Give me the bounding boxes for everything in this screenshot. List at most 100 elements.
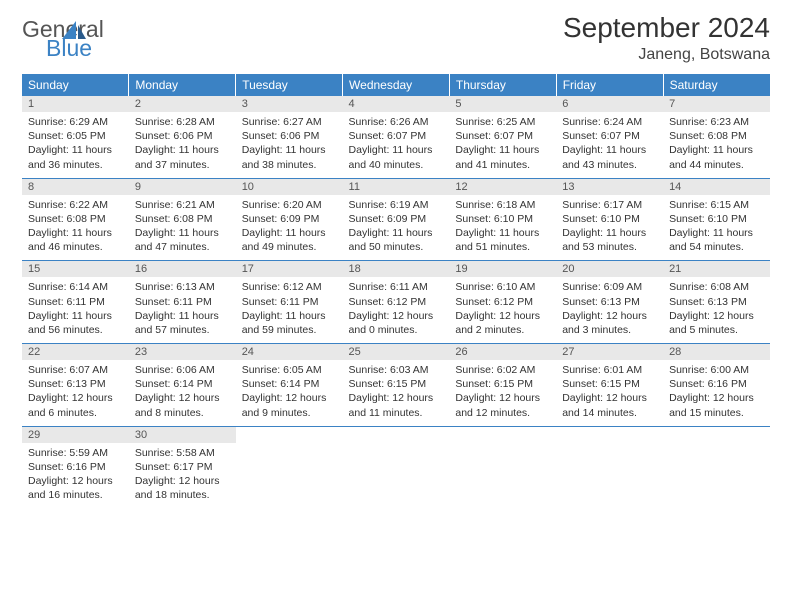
day-cell: 17Sunrise: 6:12 AMSunset: 6:11 PMDayligh… <box>236 261 343 344</box>
day-details: Sunrise: 6:15 AMSunset: 6:10 PMDaylight:… <box>663 195 770 261</box>
day-number: 18 <box>343 261 450 277</box>
col-saturday: Saturday <box>663 74 770 96</box>
day-number: 15 <box>22 261 129 277</box>
day-cell: 12Sunrise: 6:18 AMSunset: 6:10 PMDayligh… <box>449 178 556 261</box>
day-cell: 6Sunrise: 6:24 AMSunset: 6:07 PMDaylight… <box>556 96 663 178</box>
day-number: 4 <box>343 96 450 112</box>
day-number: 26 <box>449 344 556 360</box>
col-friday: Friday <box>556 74 663 96</box>
day-number: 16 <box>129 261 236 277</box>
day-details: Sunrise: 6:26 AMSunset: 6:07 PMDaylight:… <box>343 112 450 178</box>
day-details: Sunrise: 6:10 AMSunset: 6:12 PMDaylight:… <box>449 277 556 343</box>
day-number: 13 <box>556 179 663 195</box>
day-details: Sunrise: 6:29 AMSunset: 6:05 PMDaylight:… <box>22 112 129 178</box>
col-wednesday: Wednesday <box>343 74 450 96</box>
page-subtitle: Janeng, Botswana <box>563 46 770 64</box>
day-cell: 7Sunrise: 6:23 AMSunset: 6:08 PMDaylight… <box>663 96 770 178</box>
day-details: Sunrise: 6:06 AMSunset: 6:14 PMDaylight:… <box>129 360 236 426</box>
day-details: Sunrise: 6:20 AMSunset: 6:09 PMDaylight:… <box>236 195 343 261</box>
day-cell: 20Sunrise: 6:09 AMSunset: 6:13 PMDayligh… <box>556 261 663 344</box>
day-cell: 23Sunrise: 6:06 AMSunset: 6:14 PMDayligh… <box>129 344 236 427</box>
day-cell: 1Sunrise: 6:29 AMSunset: 6:05 PMDaylight… <box>22 96 129 178</box>
day-cell: 2Sunrise: 6:28 AMSunset: 6:06 PMDaylight… <box>129 96 236 178</box>
day-details: Sunrise: 6:11 AMSunset: 6:12 PMDaylight:… <box>343 277 450 343</box>
day-details: Sunrise: 6:13 AMSunset: 6:11 PMDaylight:… <box>129 277 236 343</box>
day-number: 1 <box>22 96 129 112</box>
day-cell: 21Sunrise: 6:08 AMSunset: 6:13 PMDayligh… <box>663 261 770 344</box>
day-cell: 10Sunrise: 6:20 AMSunset: 6:09 PMDayligh… <box>236 178 343 261</box>
col-thursday: Thursday <box>449 74 556 96</box>
day-number: 8 <box>22 179 129 195</box>
day-cell: 4Sunrise: 6:26 AMSunset: 6:07 PMDaylight… <box>343 96 450 178</box>
day-number: 9 <box>129 179 236 195</box>
day-number: 10 <box>236 179 343 195</box>
day-cell: 19Sunrise: 6:10 AMSunset: 6:12 PMDayligh… <box>449 261 556 344</box>
day-cell: 30Sunrise: 5:58 AMSunset: 6:17 PMDayligh… <box>129 426 236 508</box>
day-cell: 13Sunrise: 6:17 AMSunset: 6:10 PMDayligh… <box>556 178 663 261</box>
day-details: Sunrise: 6:27 AMSunset: 6:06 PMDaylight:… <box>236 112 343 178</box>
day-details: Sunrise: 6:23 AMSunset: 6:08 PMDaylight:… <box>663 112 770 178</box>
day-cell <box>449 426 556 508</box>
day-cell: 24Sunrise: 6:05 AMSunset: 6:14 PMDayligh… <box>236 344 343 427</box>
logo-sail-icon <box>62 21 86 39</box>
day-number: 27 <box>556 344 663 360</box>
day-cell: 14Sunrise: 6:15 AMSunset: 6:10 PMDayligh… <box>663 178 770 261</box>
day-cell: 18Sunrise: 6:11 AMSunset: 6:12 PMDayligh… <box>343 261 450 344</box>
col-monday: Monday <box>129 74 236 96</box>
day-cell: 15Sunrise: 6:14 AMSunset: 6:11 PMDayligh… <box>22 261 129 344</box>
day-number: 22 <box>22 344 129 360</box>
day-cell: 25Sunrise: 6:03 AMSunset: 6:15 PMDayligh… <box>343 344 450 427</box>
day-details: Sunrise: 6:00 AMSunset: 6:16 PMDaylight:… <box>663 360 770 426</box>
day-number: 30 <box>129 427 236 443</box>
day-number: 20 <box>556 261 663 277</box>
day-number: 7 <box>663 96 770 112</box>
day-number: 11 <box>343 179 450 195</box>
page-title: September 2024 <box>563 12 770 44</box>
day-cell: 29Sunrise: 5:59 AMSunset: 6:16 PMDayligh… <box>22 426 129 508</box>
day-details: Sunrise: 6:28 AMSunset: 6:06 PMDaylight:… <box>129 112 236 178</box>
day-cell: 3Sunrise: 6:27 AMSunset: 6:06 PMDaylight… <box>236 96 343 178</box>
day-details: Sunrise: 6:14 AMSunset: 6:11 PMDaylight:… <box>22 277 129 343</box>
day-details: Sunrise: 6:05 AMSunset: 6:14 PMDaylight:… <box>236 360 343 426</box>
day-cell: 22Sunrise: 6:07 AMSunset: 6:13 PMDayligh… <box>22 344 129 427</box>
day-cell: 8Sunrise: 6:22 AMSunset: 6:08 PMDaylight… <box>22 178 129 261</box>
day-number: 25 <box>343 344 450 360</box>
day-cell <box>343 426 450 508</box>
week-row: 29Sunrise: 5:59 AMSunset: 6:16 PMDayligh… <box>22 426 770 508</box>
day-details: Sunrise: 6:12 AMSunset: 6:11 PMDaylight:… <box>236 277 343 343</box>
day-number: 14 <box>663 179 770 195</box>
day-cell: 28Sunrise: 6:00 AMSunset: 6:16 PMDayligh… <box>663 344 770 427</box>
title-block: September 2024 Janeng, Botswana <box>563 12 770 64</box>
day-cell: 9Sunrise: 6:21 AMSunset: 6:08 PMDaylight… <box>129 178 236 261</box>
day-number: 12 <box>449 179 556 195</box>
day-details: Sunrise: 6:24 AMSunset: 6:07 PMDaylight:… <box>556 112 663 178</box>
calendar-body: 1Sunrise: 6:29 AMSunset: 6:05 PMDaylight… <box>22 96 770 508</box>
day-cell: 5Sunrise: 6:25 AMSunset: 6:07 PMDaylight… <box>449 96 556 178</box>
day-details: Sunrise: 6:08 AMSunset: 6:13 PMDaylight:… <box>663 277 770 343</box>
day-details: Sunrise: 6:03 AMSunset: 6:15 PMDaylight:… <box>343 360 450 426</box>
week-row: 8Sunrise: 6:22 AMSunset: 6:08 PMDaylight… <box>22 178 770 261</box>
day-number: 24 <box>236 344 343 360</box>
week-row: 22Sunrise: 6:07 AMSunset: 6:13 PMDayligh… <box>22 344 770 427</box>
day-details: Sunrise: 6:17 AMSunset: 6:10 PMDaylight:… <box>556 195 663 261</box>
day-details: Sunrise: 6:07 AMSunset: 6:13 PMDaylight:… <box>22 360 129 426</box>
col-tuesday: Tuesday <box>236 74 343 96</box>
day-cell <box>556 426 663 508</box>
day-cell: 27Sunrise: 6:01 AMSunset: 6:15 PMDayligh… <box>556 344 663 427</box>
day-cell <box>663 426 770 508</box>
day-details: Sunrise: 6:02 AMSunset: 6:15 PMDaylight:… <box>449 360 556 426</box>
weekday-header-row: Sunday Monday Tuesday Wednesday Thursday… <box>22 74 770 96</box>
header: General Blue September 2024 Janeng, Bots… <box>22 12 770 64</box>
day-number: 29 <box>22 427 129 443</box>
day-cell: 26Sunrise: 6:02 AMSunset: 6:15 PMDayligh… <box>449 344 556 427</box>
day-number: 19 <box>449 261 556 277</box>
day-number: 23 <box>129 344 236 360</box>
day-details: Sunrise: 6:01 AMSunset: 6:15 PMDaylight:… <box>556 360 663 426</box>
col-sunday: Sunday <box>22 74 129 96</box>
logo: General Blue <box>22 12 86 60</box>
day-number: 28 <box>663 344 770 360</box>
day-details: Sunrise: 6:19 AMSunset: 6:09 PMDaylight:… <box>343 195 450 261</box>
calendar-table: Sunday Monday Tuesday Wednesday Thursday… <box>22 74 770 508</box>
day-details: Sunrise: 5:59 AMSunset: 6:16 PMDaylight:… <box>22 443 129 509</box>
day-number: 3 <box>236 96 343 112</box>
